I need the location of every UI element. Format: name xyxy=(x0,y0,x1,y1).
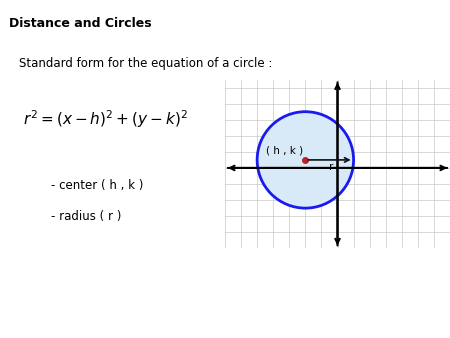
Text: r: r xyxy=(329,162,333,172)
Text: ( h , k ): ( h , k ) xyxy=(266,146,303,156)
Text: Distance and Circles: Distance and Circles xyxy=(9,17,152,30)
Text: Standard form for the equation of a circle :: Standard form for the equation of a circ… xyxy=(19,57,272,70)
Text: - radius ( r ): - radius ( r ) xyxy=(51,210,122,222)
Circle shape xyxy=(257,112,354,208)
Text: - center ( h , k ): - center ( h , k ) xyxy=(51,179,144,192)
Text: $r^{2} = (x - h)^{2} + (y - k)^{2}$: $r^{2} = (x - h)^{2} + (y - k)^{2}$ xyxy=(23,108,188,130)
